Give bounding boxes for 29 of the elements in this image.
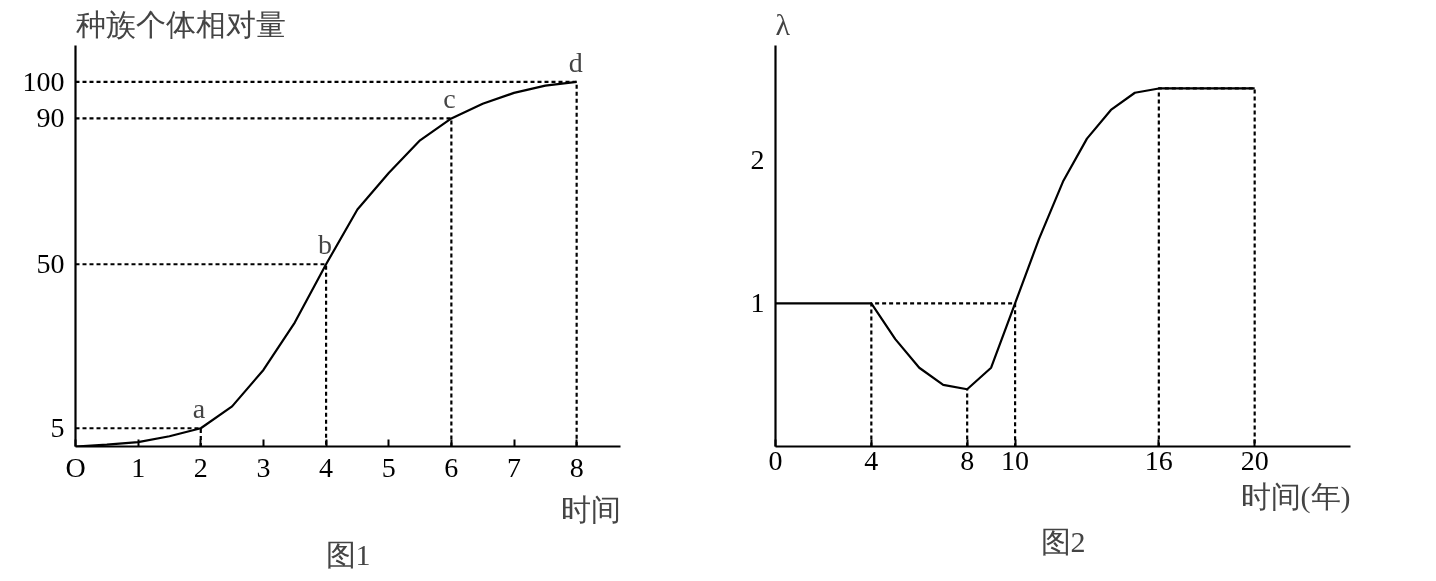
x-tick-label: 10 — [1001, 444, 1030, 476]
x-tick-label: 0 — [768, 444, 783, 476]
annotation: b — [318, 229, 333, 261]
x-tick-label: 2 — [193, 451, 208, 483]
y-axis-title: 种族个体相对量 — [75, 7, 286, 41]
y-tick-label: 50 — [36, 248, 65, 280]
x-tick-label: 8 — [569, 451, 584, 483]
x-tick-label: 1 — [131, 451, 146, 483]
text: 图1 — [325, 537, 371, 571]
text: 图2 — [1040, 524, 1086, 558]
x-tick-label: 7 — [507, 451, 522, 483]
y-tick-label: 100 — [22, 65, 65, 97]
x-tick-label: 8 — [960, 444, 975, 476]
x-axis-title: 时间(年) — [1240, 479, 1351, 514]
annotation: c — [443, 83, 456, 115]
x-tick-label: 16 — [1144, 444, 1173, 476]
y-tick-label: 5 — [50, 412, 65, 444]
x-tick-label: O — [65, 451, 86, 483]
x-tick-label: 5 — [381, 451, 396, 483]
annotation: d — [568, 46, 583, 78]
x-axis-title: 时间 — [560, 492, 621, 526]
annotation: a — [192, 393, 206, 425]
x-tick-label: 6 — [444, 451, 459, 483]
x-tick-label: 3 — [256, 451, 271, 483]
x-tick-label: 20 — [1240, 444, 1269, 476]
x-tick-label: 4 — [319, 451, 334, 483]
y-axis-title: λ — [775, 7, 791, 41]
y-tick-label: 90 — [36, 102, 65, 134]
x-tick-label: 4 — [864, 444, 879, 476]
